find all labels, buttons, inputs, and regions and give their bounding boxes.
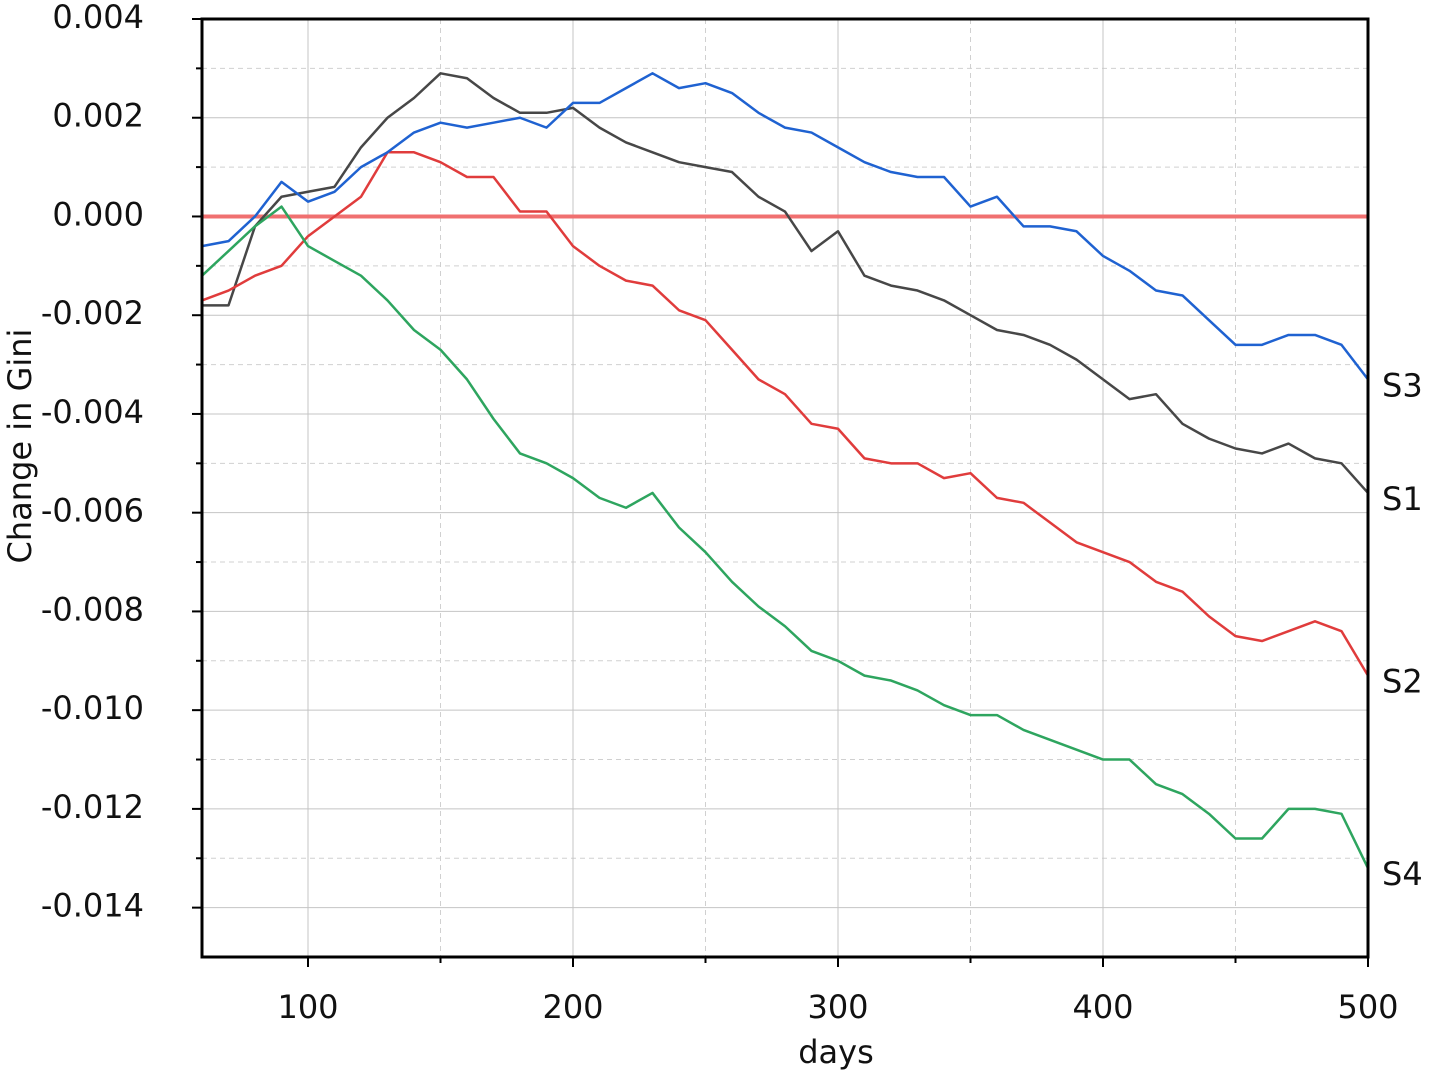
y-tick-label: -0.002: [41, 294, 144, 332]
series-line: [202, 72, 1369, 494]
y-tick-label: -0.010: [41, 689, 144, 727]
x-tick-label: 200: [542, 988, 603, 1026]
y-tick-label: 0.002: [52, 97, 144, 135]
series-label: S1: [1382, 480, 1423, 518]
series-line: [201, 205, 1370, 869]
series-line: [201, 72, 1369, 381]
y-tick-label: -0.014: [41, 887, 144, 925]
y-tick-label: 0.000: [52, 195, 144, 233]
series-label: S3: [1382, 366, 1423, 404]
x-tick-label: 500: [1337, 988, 1398, 1026]
series-label: S2: [1382, 663, 1423, 701]
series-line: [201, 151, 1370, 677]
series-label: S4: [1382, 855, 1423, 893]
y-tick-label: 0.004: [52, 0, 144, 36]
x-tick-label: 100: [277, 988, 338, 1026]
plot-frame: [200, 17, 1370, 959]
x-tick-label: 400: [1072, 988, 1133, 1026]
y-tick-label: -0.012: [41, 788, 144, 826]
y-axis-title: Change in Gini: [1, 329, 39, 564]
y-tick-label: -0.004: [41, 393, 144, 431]
x-tick-label: 300: [807, 988, 868, 1026]
y-tick-label: -0.006: [41, 492, 144, 530]
x-axis-title: days: [798, 1033, 874, 1071]
y-tick-label: -0.008: [41, 590, 144, 628]
